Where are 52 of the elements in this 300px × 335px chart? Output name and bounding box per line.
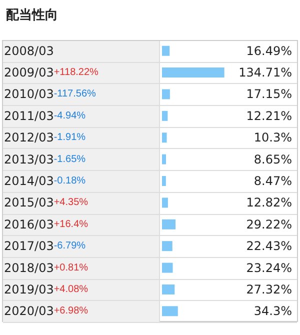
bar: [162, 68, 224, 78]
y-tick-label: 2016/03: [4, 217, 54, 232]
data-label: 34.3%: [254, 304, 292, 318]
bar: [162, 89, 170, 100]
data-label: 12.21%: [246, 108, 292, 123]
bar: [162, 46, 170, 56]
y-tick-label: 2017/03: [4, 239, 54, 254]
bar: [162, 198, 168, 208]
bar: [162, 219, 176, 230]
data-label: 27.32%: [246, 282, 292, 296]
text: +0.81%: [54, 262, 88, 274]
y-tick-label: 2011/03: [4, 108, 54, 123]
data-label: 23.24%: [246, 260, 292, 275]
y-tick-label: 2015/03: [4, 196, 54, 210]
data-label: 17.15%: [246, 87, 292, 102]
y-tick-label: 2019/03: [4, 282, 54, 296]
text: +118.22%: [54, 67, 99, 78]
bar: [162, 241, 172, 252]
data-label: 22.43%: [246, 239, 292, 254]
y-tick-label: 2012/03: [4, 130, 54, 145]
data-label: 8.47%: [254, 174, 292, 188]
text: +4.35%: [54, 197, 88, 208]
y-tick-label: 2013/03: [4, 152, 54, 166]
y-tick-label: 2020/03: [4, 304, 54, 318]
bar: [162, 284, 175, 294]
text: +4.08%: [54, 284, 88, 295]
y-tick-label: 2018/03: [4, 260, 54, 275]
text: -117.56%: [54, 88, 96, 100]
text: -1.91%: [54, 132, 86, 144]
data-label: 8.65%: [254, 152, 292, 166]
data-label: 12.82%: [246, 196, 292, 210]
text: -1.65%: [54, 154, 86, 165]
text: +6.98%: [54, 306, 88, 317]
data-label: 29.22%: [246, 217, 292, 232]
data-label: 10.3%: [254, 130, 292, 145]
y-tick-label: 2010/03: [4, 87, 54, 102]
y-tick-label: 2008/03: [4, 44, 54, 58]
data-label: 16.49%: [246, 44, 292, 58]
bar: [162, 262, 173, 273]
y-tick-label: 2009/03: [4, 66, 54, 80]
text: 配当性向: [6, 7, 58, 24]
data-label: 134.71%: [238, 66, 292, 80]
bar: [162, 176, 166, 186]
y-tick-label: 2014/03: [4, 174, 54, 188]
bar: [162, 154, 166, 164]
text: +16.4%: [54, 218, 88, 230]
bar: [162, 110, 168, 121]
bar: [162, 132, 167, 143]
bar: [162, 306, 178, 316]
text: -4.94%: [54, 110, 86, 122]
text: -0.18%: [54, 176, 86, 186]
text: -6.79%: [54, 240, 86, 252]
